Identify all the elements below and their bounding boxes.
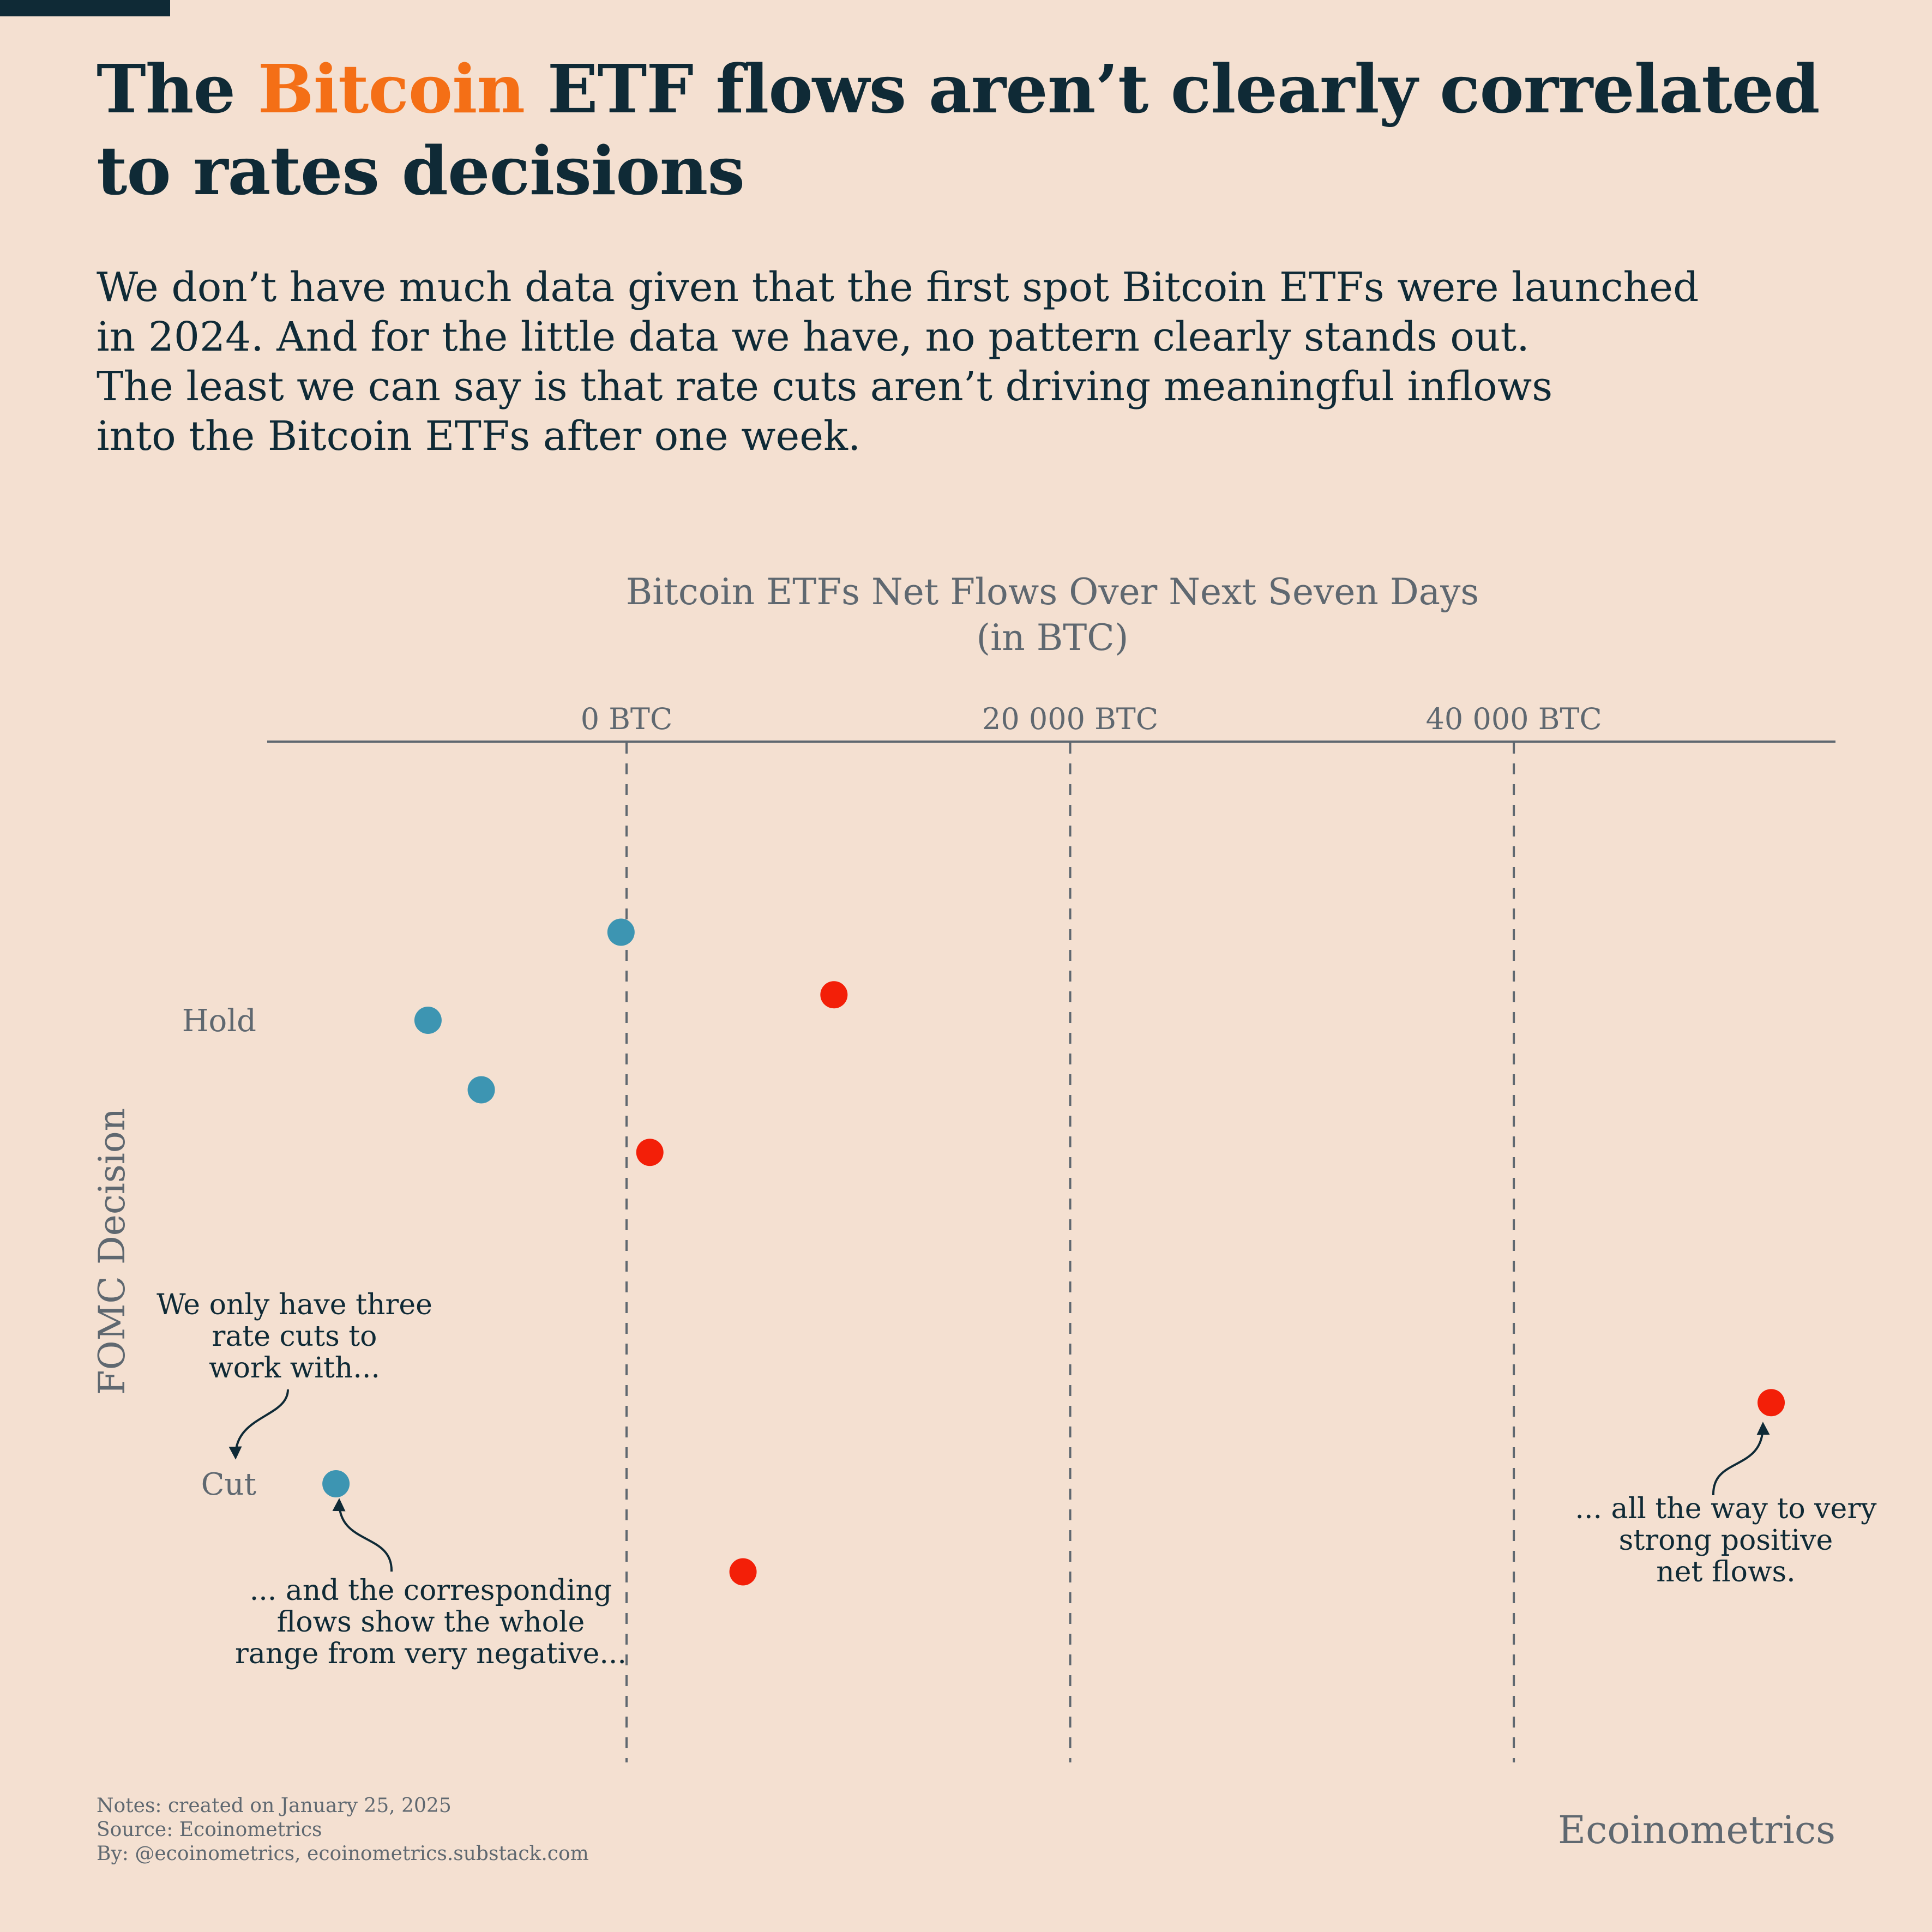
y-axis-label: FOMC Decision bbox=[91, 1108, 133, 1395]
subtitle-line: The least we can say is that rate cuts a… bbox=[97, 363, 1553, 410]
footer-notes: Notes: created on January 25, 2025 Sourc… bbox=[97, 1794, 589, 1866]
notes-date: Notes: created on January 25, 2025 bbox=[97, 1795, 452, 1817]
subtitle-line: into the Bitcoin ETFs after one week. bbox=[97, 413, 861, 460]
annotation-cuts: We only have three rate cuts to work wit… bbox=[157, 1289, 432, 1385]
annotation-negative-line: range from very negative... bbox=[235, 1638, 627, 1670]
annotation-cuts-line: We only have three bbox=[157, 1289, 432, 1321]
subtitle-line: in 2024. And for the little data we have… bbox=[97, 314, 1530, 360]
category-label-cut: Cut bbox=[201, 1467, 257, 1502]
category-label-hold: Hold bbox=[182, 1003, 256, 1039]
data-point bbox=[322, 1470, 350, 1497]
data-point bbox=[729, 1558, 757, 1586]
annotation-negative-arrow bbox=[332, 1498, 393, 1572]
page-subtitle: We don’t have much data given that the f… bbox=[97, 263, 1787, 461]
subtitle-line: We don’t have much data given that the f… bbox=[97, 264, 1699, 311]
x-tick-label: 20 000 BTC bbox=[982, 702, 1158, 736]
annotation-cuts-arrow bbox=[228, 1389, 289, 1460]
annotation-negative-line: flows show the whole bbox=[277, 1606, 585, 1639]
title-pre: The bbox=[97, 50, 258, 128]
notes-author: By: @ecoinometrics, ecoinometrics.substa… bbox=[97, 1843, 589, 1865]
data-point bbox=[607, 918, 635, 946]
annotation-positive-line: net flows. bbox=[1656, 1556, 1795, 1588]
title-post: ETF flows aren’t clearly correlated to r… bbox=[97, 50, 1820, 210]
data-point bbox=[467, 1076, 495, 1104]
annotation-positive-line: ... all the way to very bbox=[1575, 1492, 1877, 1525]
chart-title: Bitcoin ETFs Net Flows Over Next Seven D… bbox=[626, 571, 1479, 613]
top-accent-bar bbox=[0, 0, 170, 16]
annotation-cuts-line: work with... bbox=[209, 1352, 380, 1385]
x-tick-label: 40 000 BTC bbox=[1426, 702, 1602, 736]
data-point bbox=[636, 1139, 664, 1166]
data-point bbox=[820, 981, 848, 1009]
annotation-cuts-line: rate cuts to bbox=[212, 1320, 377, 1353]
data-point bbox=[1758, 1389, 1785, 1417]
title-highlight: Bitcoin bbox=[257, 50, 526, 128]
chart-title-unit: (in BTC) bbox=[976, 617, 1128, 659]
annotation-positive-arrow bbox=[1712, 1422, 1770, 1496]
x-tick-label: 0 BTC bbox=[581, 702, 673, 736]
annotation-negative-line: ... and the corresponding bbox=[250, 1574, 612, 1607]
brand-logo-text: Ecoinometrics bbox=[1558, 1808, 1835, 1852]
page-title: The Bitcoin ETF flows aren’t clearly cor… bbox=[97, 48, 1869, 212]
annotation-positive: ... all the way to very strong positive … bbox=[1575, 1492, 1877, 1588]
annotation-negative: ... and the corresponding flows show the… bbox=[235, 1574, 627, 1670]
data-point bbox=[414, 1007, 442, 1034]
notes-source: Source: Ecoinometrics bbox=[97, 1819, 322, 1841]
annotation-positive-line: strong positive bbox=[1619, 1524, 1833, 1557]
